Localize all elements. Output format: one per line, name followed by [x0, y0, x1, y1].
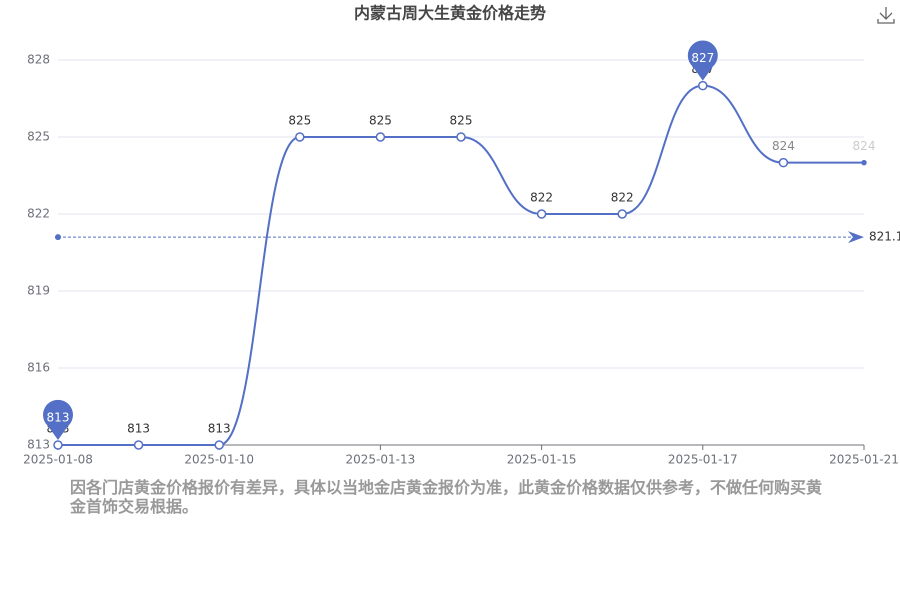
pin: [687, 40, 718, 81]
point: [214, 440, 224, 450]
download-icon[interactable]: [877, 7, 895, 24]
y-tick-label: 813: [27, 438, 50, 452]
x-tick-label: 2025-01-10: [184, 453, 254, 467]
data-label: 824: [853, 139, 876, 153]
chart-title: 内蒙古周大生黄金价格走势: [354, 4, 546, 23]
x-tick-label: 2025-01-21: [829, 453, 899, 467]
data-label: 822: [611, 191, 634, 205]
point: [295, 132, 305, 142]
mean-start: [55, 234, 61, 241]
x-tick-label: 2025-01-15: [507, 453, 577, 467]
y-tick-label: 828: [27, 53, 50, 67]
data-label: 813: [208, 422, 231, 436]
data-label: 813: [127, 422, 150, 436]
y-tick-label: 816: [27, 361, 50, 375]
point: [536, 209, 547, 219]
point: [133, 440, 144, 450]
point: [778, 157, 789, 168]
data-label: 822: [530, 191, 553, 205]
x-tick-label: 2025-01-08: [23, 453, 93, 467]
footnote: 因各门店黄金价格报价有差异，具体以当地金店黄金报价为准，此黄金价格数据仅供参考，…: [70, 478, 823, 516]
x-tick-label: 2025-01-13: [346, 453, 416, 467]
point: [375, 132, 386, 142]
y-tick-label: 822: [27, 207, 50, 221]
data-label: 825: [288, 114, 311, 128]
y-tick-label: 825: [27, 130, 50, 144]
data-label: 824: [772, 139, 795, 153]
pin-label: 813: [47, 411, 70, 425]
y-tick-label: 819: [27, 284, 50, 298]
download-button[interactable]: [877, 7, 895, 24]
mean-label: 821.1: [869, 230, 900, 244]
point: [456, 132, 466, 142]
point: [617, 209, 627, 219]
mean-arrow: [848, 231, 864, 244]
point: [861, 159, 867, 166]
data-label: 825: [369, 114, 392, 128]
point: [53, 440, 63, 450]
pin-label: 827: [691, 51, 714, 65]
point: [698, 80, 708, 91]
pin: [43, 399, 73, 440]
x-tick-label: 2025-01-17: [668, 453, 738, 467]
data-label: 825: [450, 114, 473, 128]
